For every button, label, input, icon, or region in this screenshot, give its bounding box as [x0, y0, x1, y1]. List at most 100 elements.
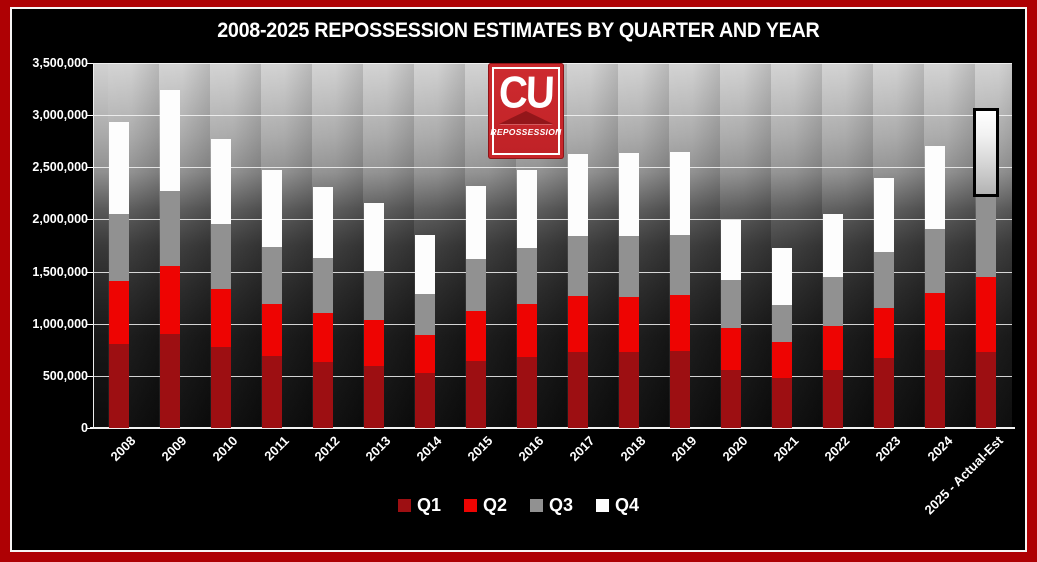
legend-label-q3: Q3: [549, 495, 574, 515]
bar-2023: [874, 177, 895, 428]
y-tick-mark: [86, 167, 93, 169]
bar-segment-q2: [261, 303, 282, 357]
chart-title: 2008-2025 REPOSSESSION ESTIMATES BY QUAR…: [12, 19, 1025, 43]
legend-swatch-q1: [397, 499, 411, 512]
bar-segment-q2: [363, 319, 384, 366]
bar-segment-q1: [619, 351, 640, 428]
x-tick-label: 2015: [464, 433, 496, 465]
bar-segment-q4: [363, 202, 384, 272]
legend-item-q2: Q2: [463, 495, 507, 516]
y-tick-mark: [86, 323, 93, 325]
bar-2008: [108, 121, 129, 428]
y-tick-label: 1,000,000: [32, 316, 88, 331]
bar-segment-q4: [721, 219, 742, 280]
bar-segment-q3: [976, 197, 997, 278]
bar-2014: [414, 235, 435, 428]
bar-2009: [159, 90, 180, 428]
bar-segment-q3: [721, 279, 742, 328]
bar-segment-q4: [823, 214, 844, 278]
x-tick-label: 2024: [923, 433, 956, 465]
bar-segment-q4: [619, 153, 640, 236]
bar-segment-q1: [261, 356, 282, 428]
bar-segment-q2: [976, 277, 997, 352]
bar-segment-q1: [363, 365, 384, 428]
bar-segment-q4: [670, 151, 691, 235]
x-tick-label: 2022: [821, 433, 853, 465]
estimate-highlight-box: [973, 107, 1000, 197]
bar-segment-q2: [925, 293, 946, 350]
y-tick-mark: [86, 115, 93, 117]
x-tick-label: 2016: [515, 433, 547, 465]
x-tick-label: 2010: [209, 433, 241, 465]
bar-segment-q2: [772, 342, 793, 378]
cu-repossession-logo: CU REPOSSESSION: [488, 63, 564, 159]
bar-segment-q3: [670, 234, 691, 296]
bar-segment-q1: [874, 357, 895, 428]
bar-segment-q2: [210, 289, 231, 348]
bar-segment-q2: [874, 307, 895, 358]
bar-segment-q3: [619, 235, 640, 298]
y-tick-label: 500,000: [42, 368, 88, 383]
y-tick-mark: [86, 63, 93, 64]
y-tick-mark: [86, 375, 93, 377]
bar-segment-q2: [670, 295, 691, 351]
bar-segment-q3: [363, 271, 384, 320]
chart-title-text: 2008-2025 REPOSSESSION ESTIMATES BY QUAR…: [217, 19, 820, 42]
bar-2011: [261, 170, 282, 428]
x-tick-label: 2023: [872, 433, 904, 465]
legend-label-q4: Q4: [615, 495, 640, 515]
bar-segment-q4: [210, 138, 231, 225]
bar-2015: [465, 186, 486, 428]
legend-swatch-q4: [596, 499, 610, 512]
logo-chevron-icon: [499, 111, 553, 124]
legend-item-q3: Q3: [530, 495, 573, 516]
bar-segment-q2: [619, 297, 640, 352]
y-tick-label: 3,500,000: [32, 56, 88, 70]
bar-segment-q1: [823, 370, 844, 428]
bar-2021: [772, 248, 793, 428]
x-tick-label: 2013: [362, 433, 394, 465]
bar-segment-q1: [108, 343, 129, 428]
x-tick-label: 2021: [770, 433, 802, 465]
x-tick-label: 2018: [617, 433, 649, 465]
legend-label-q2: Q2: [482, 495, 507, 515]
bar-segment-q4: [568, 153, 589, 236]
bar-segment-q1: [414, 373, 435, 428]
logo-inner-frame: CU REPOSSESSION: [490, 67, 561, 155]
bar-segment-q2: [159, 265, 180, 335]
x-tick-label: 2012: [311, 433, 343, 465]
bar-segment-q1: [516, 356, 537, 428]
y-tick-label: 2,000,000: [32, 212, 88, 227]
bar-segment-q2: [312, 312, 333, 362]
bar-segment-q1: [670, 350, 691, 428]
x-tick-label: 2011: [260, 433, 292, 464]
bar-segment-q1: [210, 347, 231, 428]
gridline: [93, 323, 1012, 325]
bar-2016: [516, 170, 537, 428]
x-tick-label: 2019: [668, 433, 700, 465]
y-tick-mark: [86, 271, 93, 273]
bar-segment-q2: [414, 334, 435, 374]
bar-segment-q2: [516, 303, 537, 357]
bar-segment-q3: [261, 247, 282, 304]
y-tick-mark: [86, 219, 93, 221]
legend-item-q1: Q1: [397, 495, 441, 516]
bar-segment-q1: [159, 334, 180, 428]
y-tick-label: 0: [81, 421, 88, 435]
legend-swatch-q2: [463, 499, 477, 512]
bar-segment-q2: [108, 280, 129, 344]
gridline: [93, 219, 1012, 221]
bar-segment-q3: [159, 190, 180, 266]
y-axis-line: [93, 63, 94, 428]
legend-swatch-q3: [530, 499, 543, 512]
bar-2010: [210, 138, 231, 428]
bar-segment-q2: [823, 326, 844, 371]
bar-segment-q3: [772, 305, 793, 343]
bar-segment-q1: [312, 361, 333, 428]
bar-2012: [312, 186, 333, 428]
bar-segment-q3: [516, 247, 537, 304]
bar-segment-q3: [108, 213, 129, 281]
legend: Q1 Q2 Q3 Q4: [12, 495, 1025, 516]
bar-segment-q2: [568, 295, 589, 352]
